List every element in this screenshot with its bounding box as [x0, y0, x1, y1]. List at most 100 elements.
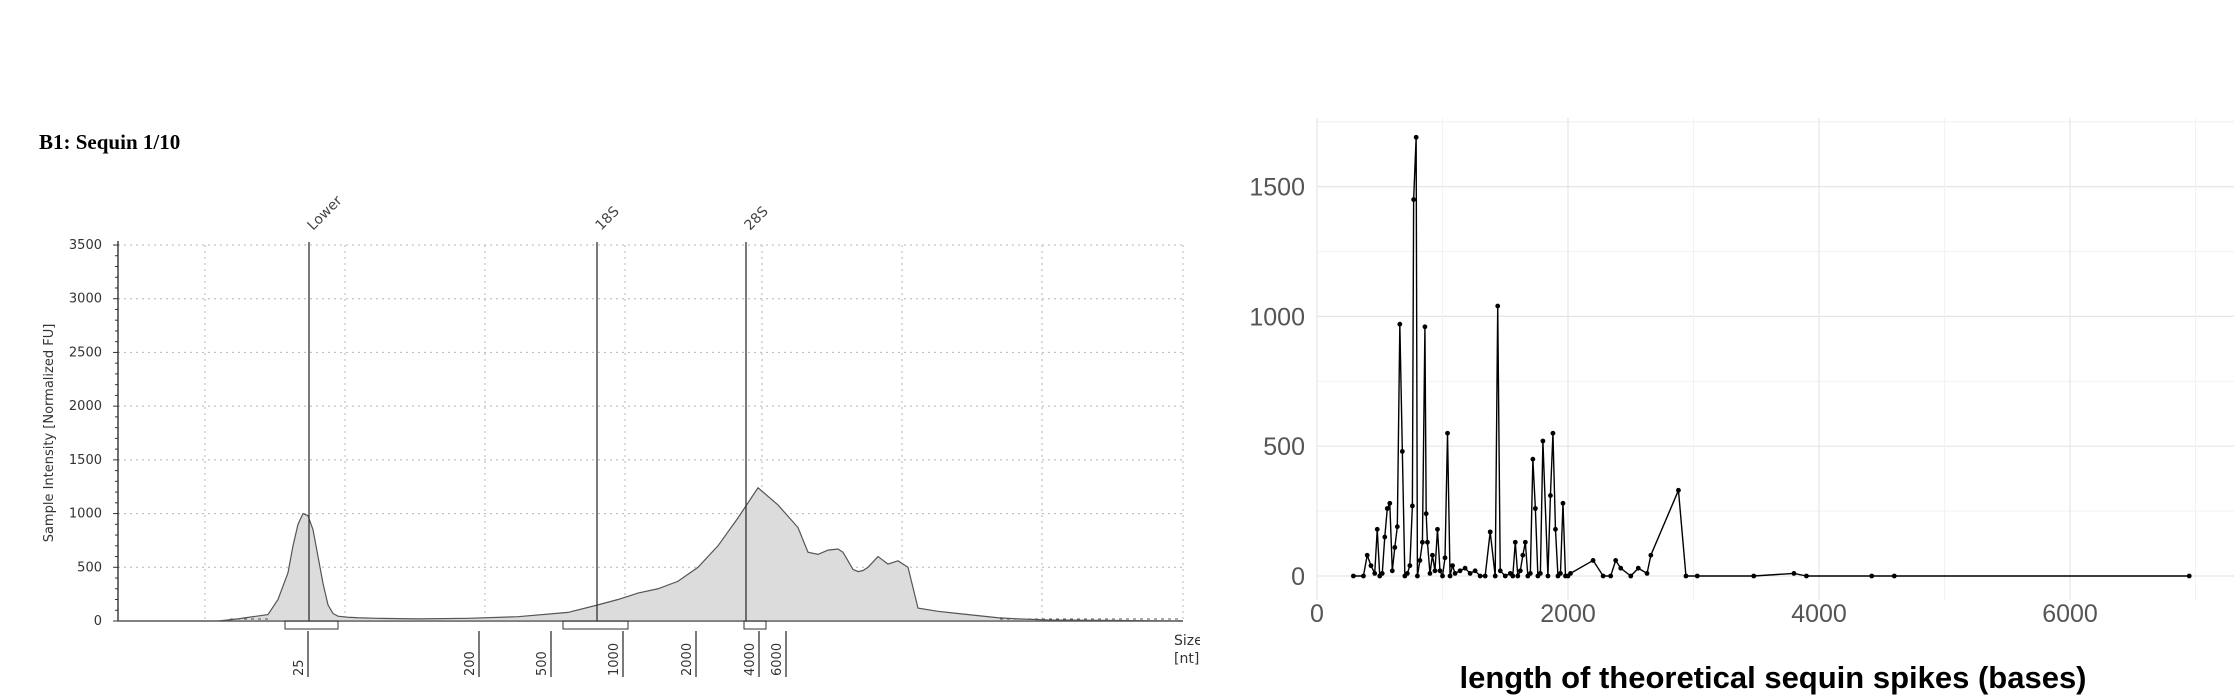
data-point-37	[1450, 563, 1455, 569]
data-point-14	[1397, 321, 1403, 327]
ytick-label-3: 1500	[1249, 174, 1305, 202]
data-point-26	[1423, 511, 1429, 517]
peak-bracket-1	[562, 620, 629, 630]
data-point-34	[1442, 555, 1448, 561]
electropherogram-chart: 0 500 1000 1500 2000 2500 3000 3500 Sample Inten…	[42, 193, 1200, 677]
data-point-77	[1613, 558, 1619, 563]
data-point-89	[1869, 573, 1875, 579]
data-point-84	[1683, 573, 1689, 579]
data-point-41	[1467, 571, 1473, 576]
data-point-6	[1377, 573, 1383, 579]
data-point-67	[1553, 526, 1558, 532]
data-point-62	[1537, 571, 1543, 576]
marker-label-0: Lower	[305, 193, 346, 234]
data-point-64	[1545, 573, 1551, 579]
data-point-4	[1372, 571, 1378, 576]
data-point-11	[1389, 568, 1395, 574]
data-point-43	[1477, 573, 1483, 579]
data-point-83	[1676, 487, 1681, 493]
data-point-78	[1618, 565, 1624, 571]
ytick-label-2: 1000	[1249, 303, 1305, 331]
data-point-25	[1422, 324, 1428, 330]
ytick-label-0: 0	[94, 614, 102, 629]
data-point-27	[1425, 539, 1430, 545]
data-point-61	[1535, 573, 1541, 579]
data-point-45	[1487, 529, 1493, 535]
data-point-10	[1387, 500, 1393, 506]
ladder-label-0: 25	[292, 659, 307, 676]
data-point-40	[1462, 565, 1468, 571]
data-point-52	[1512, 539, 1518, 545]
data-point-75	[1600, 573, 1606, 579]
data-point-87	[1791, 571, 1797, 576]
peak-bracket-0	[284, 620, 339, 630]
ytick-label-7: 3500	[69, 238, 102, 253]
data-point-47	[1495, 303, 1501, 309]
data-point-30	[1432, 568, 1438, 574]
x-axis-label: length of theoretical sequin spikes (bas…	[1459, 660, 2086, 695]
data-point-82	[1648, 552, 1654, 558]
data-point-48	[1497, 568, 1503, 574]
data-point-85	[1694, 573, 1700, 579]
data-point-76	[1608, 573, 1614, 579]
data-point-24	[1420, 539, 1425, 545]
data-point-20	[1411, 197, 1417, 202]
data-point-50	[1507, 571, 1513, 576]
xtick-label-0: 0	[1310, 600, 1324, 628]
y-axis-label: Sample Intensity [Normalized FU]	[42, 324, 57, 543]
data-point-86	[1751, 573, 1757, 579]
data-point-51	[1510, 573, 1516, 579]
xtick-label-3: 6000	[2042, 600, 2098, 628]
data-point-13	[1394, 524, 1400, 530]
data-point-73	[1568, 571, 1573, 576]
data-point-29	[1430, 552, 1435, 558]
ladder-label-2: 500	[535, 651, 550, 676]
ytick-label-5: 2500	[69, 345, 102, 360]
data-point-8	[1382, 534, 1388, 540]
data-point-19	[1409, 503, 1415, 509]
sample-trace	[118, 486, 1179, 622]
data-point-66	[1550, 430, 1556, 436]
data-point-9	[1384, 506, 1390, 511]
peak-bracket-2	[743, 620, 767, 630]
ytick-label-2: 1000	[69, 507, 102, 522]
series-line	[1353, 136, 2190, 577]
data-point-63	[1540, 438, 1546, 444]
data-point-35	[1445, 430, 1450, 436]
ladder-label-1: 200	[463, 651, 478, 676]
data-point-58	[1527, 571, 1533, 576]
data-point-1	[1361, 573, 1366, 579]
data-point-59	[1530, 456, 1536, 462]
ytick-label-6: 3000	[69, 292, 102, 307]
data-point-49	[1502, 573, 1508, 579]
ladder-label-6: 6000	[770, 643, 785, 676]
data-point-28	[1427, 571, 1433, 576]
data-point-79	[1628, 573, 1634, 579]
ladder-label-4: 2000	[680, 643, 695, 676]
marker-label-2: 28S	[742, 204, 772, 234]
data-point-31	[1435, 526, 1440, 532]
data-point-3	[1368, 563, 1374, 569]
ytick-label-3: 1500	[69, 453, 102, 468]
data-point-69	[1558, 571, 1563, 576]
data-point-2	[1364, 552, 1370, 558]
data-point-32	[1437, 568, 1443, 574]
ytick-label-0: 0	[1291, 563, 1305, 591]
data-point-38	[1452, 571, 1458, 576]
data-point-55	[1520, 552, 1526, 558]
data-point-65	[1548, 493, 1553, 498]
data-point-60	[1532, 506, 1538, 511]
data-point-71	[1563, 573, 1568, 579]
ytick-label-1: 500	[77, 560, 102, 575]
xtick-label-1: 2000	[1540, 600, 1596, 628]
data-point-16	[1402, 573, 1408, 579]
data-point-18	[1407, 563, 1413, 569]
data-point-68	[1555, 573, 1561, 579]
ytick-label-4: 2000	[69, 399, 102, 414]
data-point-7	[1379, 571, 1385, 576]
ladder-label-5: 4000	[743, 643, 758, 676]
data-point-53	[1515, 573, 1521, 579]
data-point-42	[1472, 568, 1478, 574]
panel-title: B1: Sequin 1/10	[39, 130, 181, 154]
data-point-74	[1590, 558, 1596, 563]
